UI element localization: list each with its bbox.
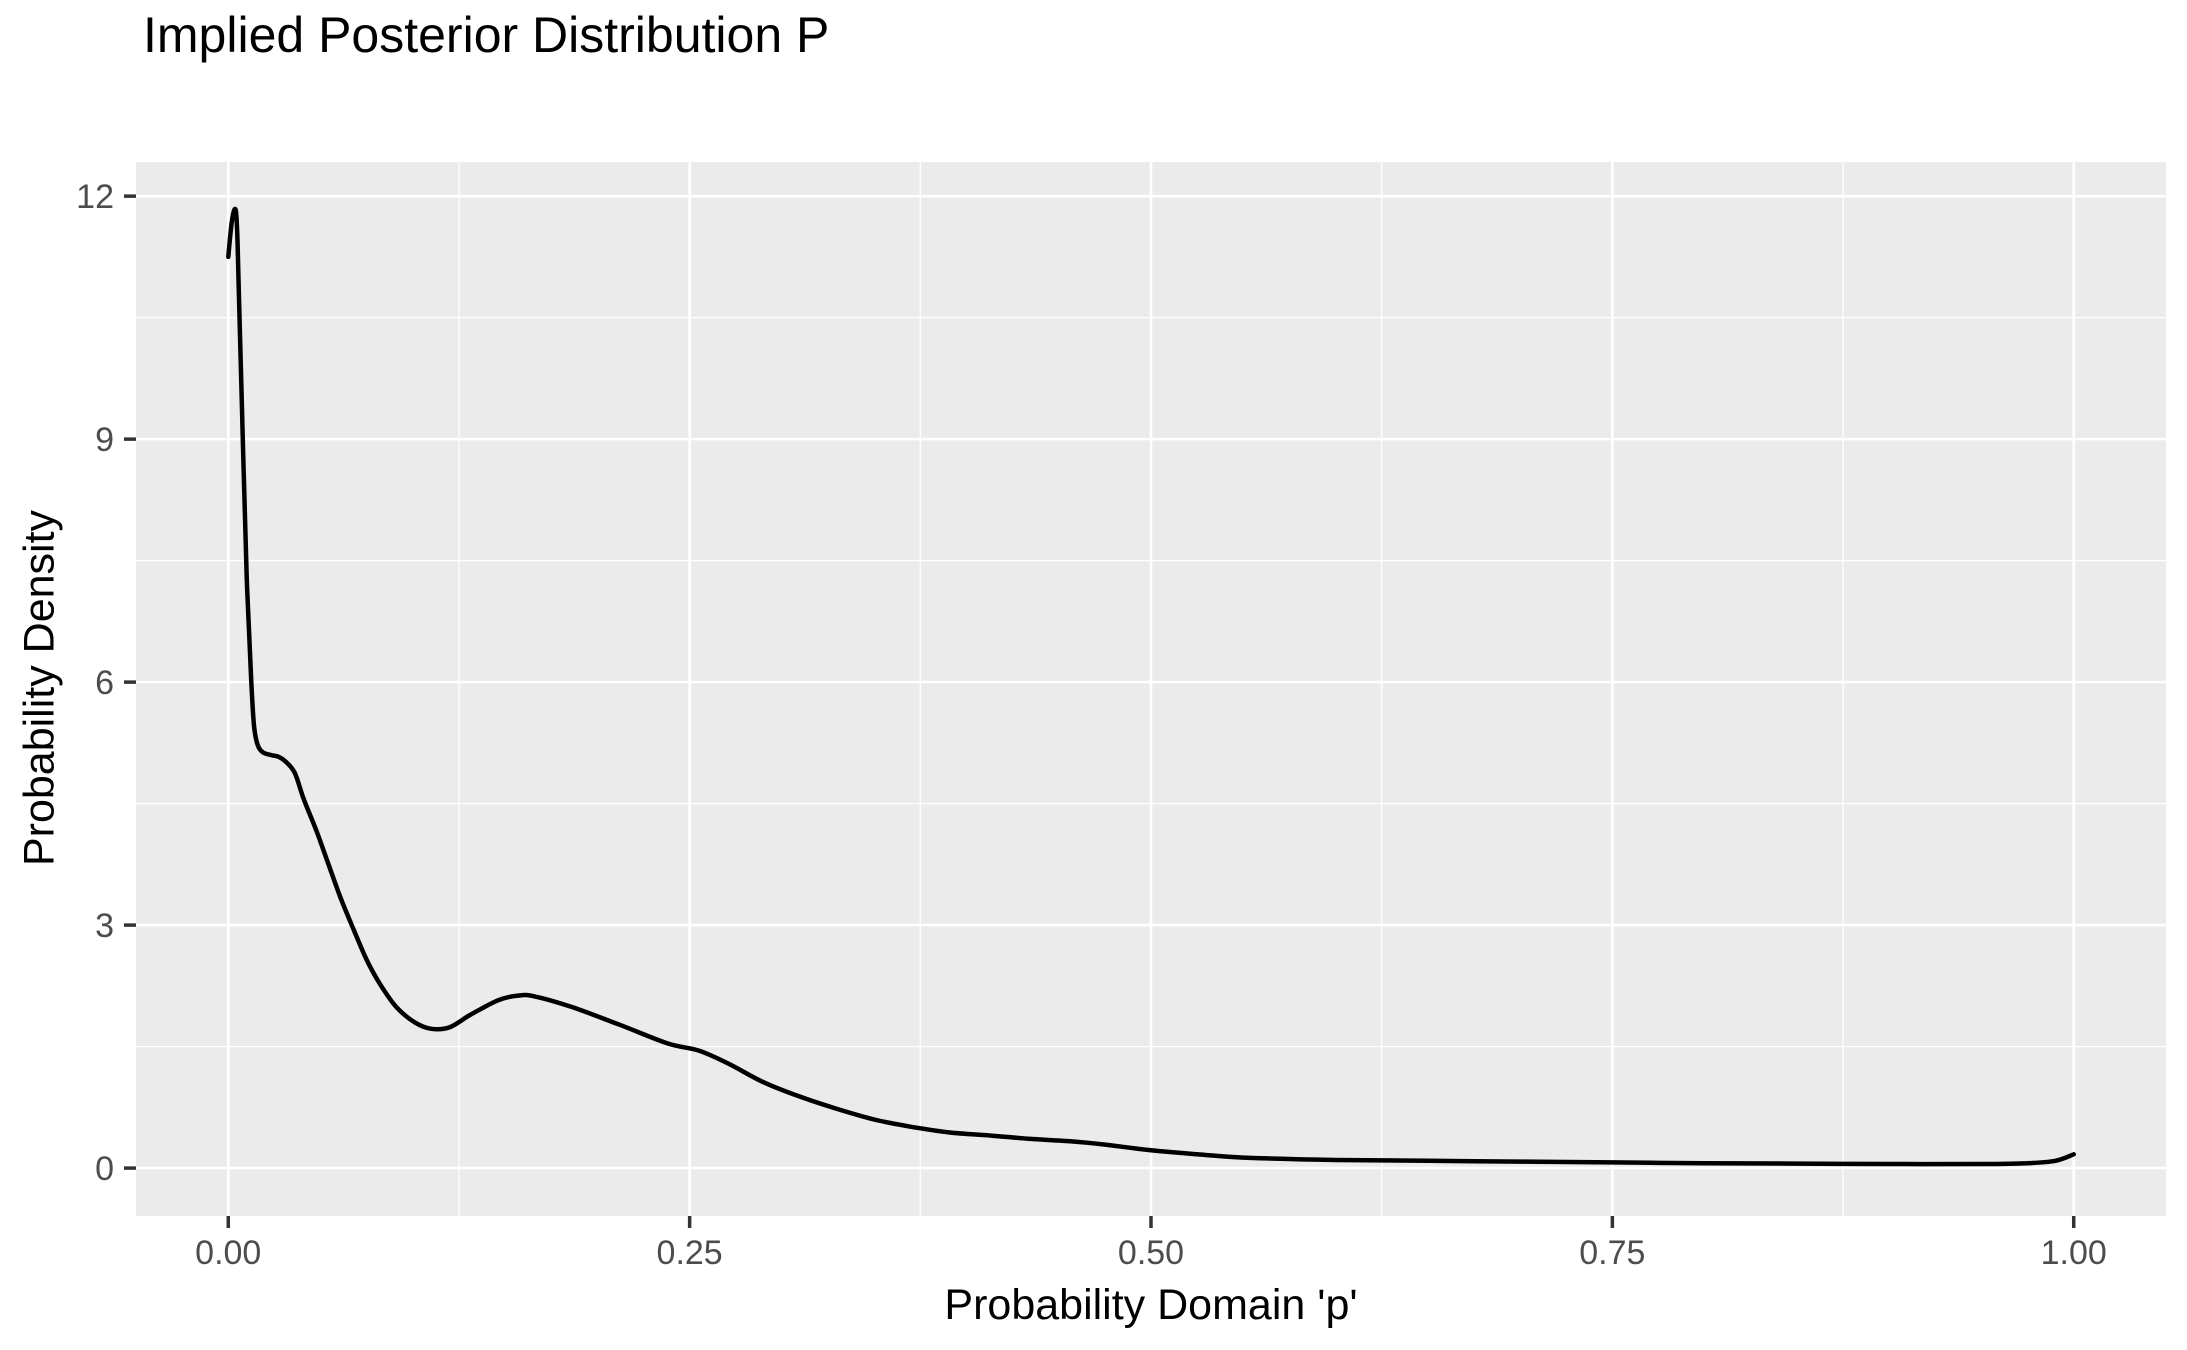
y-tick-label: 0 [95, 1150, 114, 1188]
chart-title: Implied Posterior Distribution P [143, 7, 830, 63]
major-gridlines [136, 162, 2166, 1216]
x-tick-labels: 0.00 0.25 0.50 0.75 1.00 [195, 1234, 2107, 1272]
x-tick-label: 0.00 [195, 1234, 261, 1272]
y-tick-labels: 0 3 6 9 12 [76, 178, 114, 1188]
axis-tick-marks [124, 194, 2076, 1228]
x-tick-label: 0.75 [1579, 1234, 1645, 1272]
y-tick-label: 3 [95, 907, 114, 945]
x-tick-label: 1.00 [2041, 1234, 2107, 1272]
y-tick-label: 6 [95, 664, 114, 702]
y-tick-label: 12 [76, 178, 114, 216]
density-curve [226, 206, 2076, 1167]
x-tick-label: 0.50 [1118, 1234, 1184, 1272]
x-axis-title: Probability Domain 'p' [944, 1281, 1358, 1329]
y-tick-label: 9 [95, 421, 114, 459]
x-tick-label: 0.25 [657, 1234, 723, 1272]
